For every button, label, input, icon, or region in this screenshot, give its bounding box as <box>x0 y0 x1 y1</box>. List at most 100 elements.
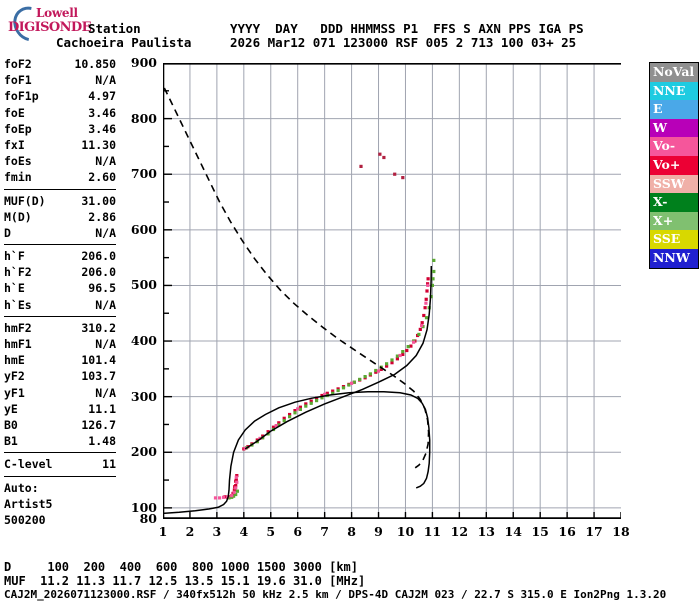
param-value: 31.00 <box>81 193 116 208</box>
footer-muf-row: MUF 11.2 11.3 11.7 12.5 13.5 15.1 19.6 3… <box>4 574 366 588</box>
echo-point <box>395 354 399 358</box>
param-key: yF1 <box>4 385 25 400</box>
legend-item-ssw[interactable]: SSW <box>650 174 698 194</box>
echo-point <box>374 368 378 373</box>
x-axis-tick-label: 8 <box>347 524 356 539</box>
param-value: N/A <box>95 225 116 240</box>
param-divider-5 <box>4 475 116 477</box>
echo-point <box>359 164 363 168</box>
legend-item-x-[interactable]: X+ <box>650 211 698 231</box>
echo-point <box>271 425 276 429</box>
echo-point <box>288 415 292 419</box>
param-row: hmF1 N/A <box>4 336 116 352</box>
ionogram-plot <box>163 63 621 519</box>
param-value: 4.97 <box>88 89 116 104</box>
param-key: h`F2 <box>4 265 32 280</box>
logo-brand-top: Lowell <box>36 6 78 20</box>
param-key: hmF2 <box>4 320 32 335</box>
x-axis-tick-label: 15 <box>531 524 549 539</box>
param-auto-block: Auto: Artist5 500200 <box>4 480 116 529</box>
x-axis-tick-label: 5 <box>266 524 276 539</box>
param-key: foF1 <box>4 73 32 88</box>
ionogram-parameter-panel: foF2 10.850 foF1 N/A foF1p 4.97 foE 3.46 foEp 3.4… <box>4 56 116 528</box>
param-value: 206.0 <box>81 249 116 264</box>
param-value: 2.60 <box>88 170 116 185</box>
echo-point <box>424 316 429 320</box>
echo-point <box>432 258 436 262</box>
echo-point <box>423 306 427 310</box>
echo-point <box>425 289 429 293</box>
legend-item-e[interactable]: E <box>650 100 698 119</box>
y-axis-tick-label: 200 <box>130 444 157 460</box>
legend-item-noval[interactable]: NoVal <box>650 63 698 82</box>
param-group-3: h`F 206.0 h`F2 206.0 h`E 96.5 h`Es N/A <box>4 248 116 313</box>
param-value: 11.1 <box>88 401 116 416</box>
x-axis-tick-label: 13 <box>477 524 495 539</box>
echo-point <box>390 358 394 362</box>
echo-point <box>234 475 238 479</box>
param-row: fxI 11.30 <box>4 137 116 153</box>
param-key: yE <box>4 401 18 416</box>
param-row: fmin 2.60 <box>4 169 116 185</box>
echo-point <box>431 277 435 281</box>
x-axis-tick-label: 6 <box>293 524 303 539</box>
echo-point <box>261 434 265 438</box>
param-row: foF1 N/A <box>4 72 116 88</box>
header-column-values: 2026 Mar12 071 123000 RSF 005 2 713 100 … <box>230 35 577 50</box>
echo-point <box>358 377 362 381</box>
x-axis-tick-label: 10 <box>396 524 415 539</box>
param-row: yF2 103.7 <box>4 368 116 384</box>
echo-point <box>218 496 222 500</box>
echo-point <box>418 327 422 331</box>
param-value: 11.30 <box>81 137 116 152</box>
param-value: 10.850 <box>74 57 116 71</box>
legend-item-vo-[interactable]: Vo- <box>650 137 698 156</box>
echo-point <box>424 301 428 305</box>
y-axis-tick-label: 700 <box>130 166 157 182</box>
echo-point <box>352 380 356 384</box>
echo-point <box>331 391 335 395</box>
param-row: foEs N/A <box>4 153 116 169</box>
echo-point <box>282 416 286 420</box>
series-profile-upper-branch-f2-topside- <box>244 265 433 450</box>
param-value: N/A <box>95 154 116 169</box>
param-row: foE 3.46 <box>4 105 116 121</box>
param-divider-3 <box>4 315 116 317</box>
header-column-names: YYYY DAY DDD HHMMSS P1 FFS S AXN PPS IGA… <box>230 21 584 36</box>
echo-point <box>213 496 218 500</box>
legend-item-sse[interactable]: SSE <box>650 230 698 249</box>
logo-brand-bottom: DIGISONDE <box>8 20 92 35</box>
legend-item-nnw[interactable]: NNW <box>650 248 698 268</box>
param-auto-line: Artist5 <box>4 496 53 511</box>
param-value: N/A <box>95 337 116 351</box>
y-axis-tick-label: 400 <box>130 333 157 349</box>
param-key: h`Es <box>4 297 32 312</box>
legend-item-vo-[interactable]: Vo+ <box>650 155 698 175</box>
y-axis-tick-label: 300 <box>130 388 157 404</box>
x-axis-tick-label: 1 <box>158 524 168 539</box>
param-value: 310.2 <box>81 320 116 335</box>
echo-point <box>288 412 292 417</box>
legend-item-x-[interactable]: X- <box>650 193 698 212</box>
param-group-4: hmF2 310.2 hmF1 N/A hmE 101.4 yF2 103.7 yF1 N/A yE… <box>4 320 116 450</box>
param-auto-line: Auto: <box>4 480 39 495</box>
param-key: foF1p <box>4 89 39 104</box>
param-row: B0 126.7 <box>4 417 116 433</box>
param-key: B0 <box>4 417 18 432</box>
echo-point <box>315 396 319 400</box>
echo-point <box>232 494 236 498</box>
x-axis-tick-label: 11 <box>423 524 442 539</box>
param-row: yF1 N/A <box>4 385 116 401</box>
lowell-digisonde-logo: Lowell DIGISONDE <box>6 0 102 48</box>
legend-item-w[interactable]: W <box>650 118 698 138</box>
legend-item-nne[interactable]: NNE <box>650 81 698 101</box>
param-key: foEs <box>4 154 32 169</box>
param-auto-line: 500200 <box>4 512 46 527</box>
param-key: h`E <box>4 281 25 296</box>
param-row: foF2 10.850 <box>4 56 116 72</box>
param-row: foF1p 4.97 <box>4 88 116 104</box>
echo-point <box>398 353 402 358</box>
x-axis-tick-label: 17 <box>585 524 603 539</box>
x-axis-tick-label: 14 <box>504 524 522 539</box>
echo-point <box>232 488 236 492</box>
